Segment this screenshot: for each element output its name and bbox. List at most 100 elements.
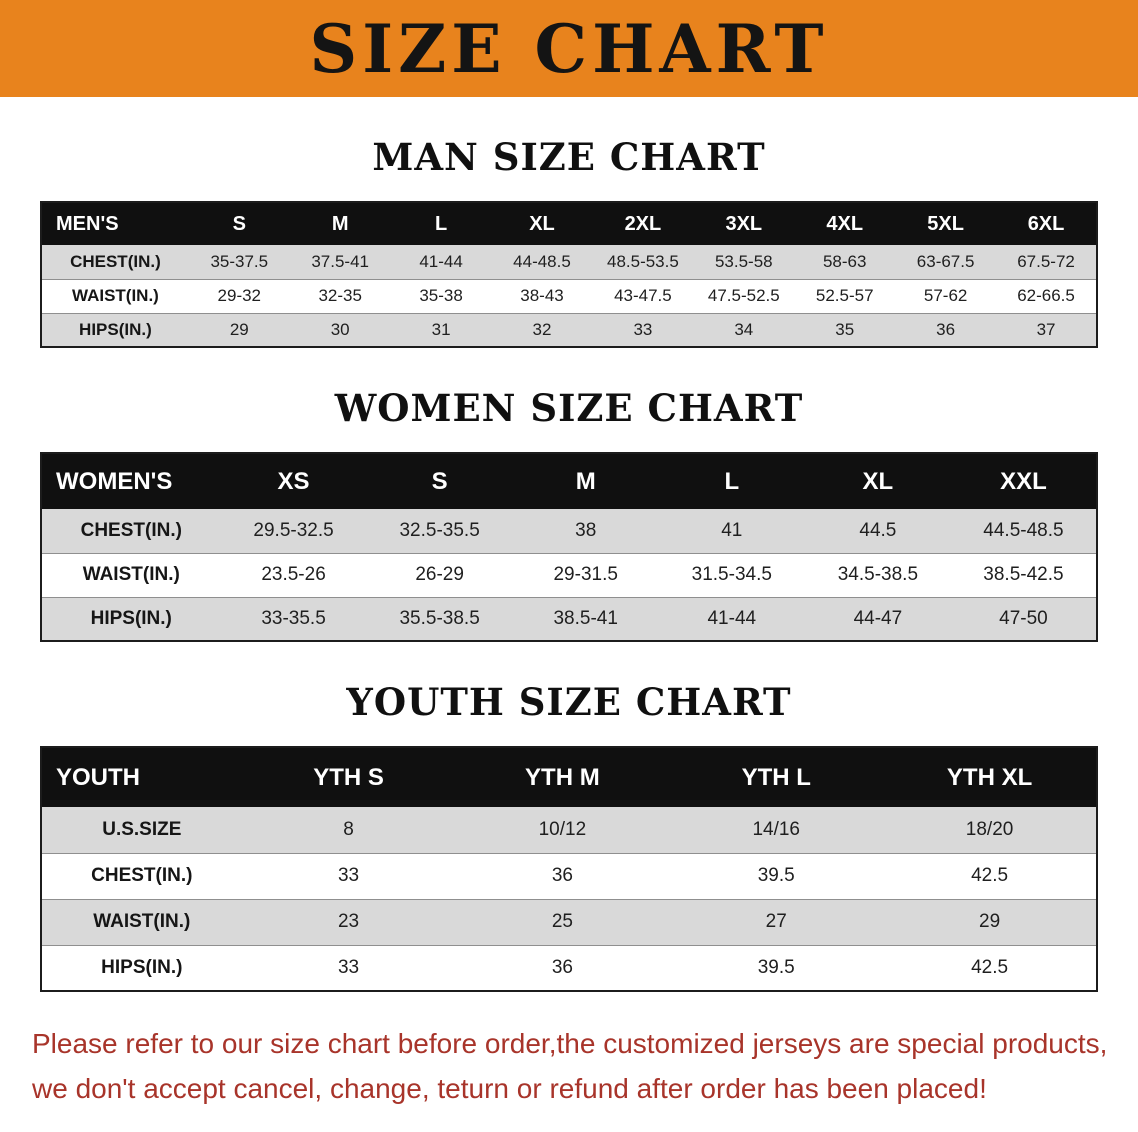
measurement-cell: 29 bbox=[979, 911, 1001, 932]
measurement-cell: 33 bbox=[337, 956, 360, 978]
table-row: WAIST(IN.) 29-32 32-35 35-38 38-43 43-47.5 47.… bbox=[41, 279, 1097, 313]
womens-table: WOMEN'S XS S M L XL XXL CHEST(IN.) 29.5-32.5 32.5… bbox=[40, 452, 1098, 642]
mens-size-header: S bbox=[188, 202, 290, 245]
mens-table: MEN'S S M L XL 2XL 3XL 4XL 5XL 6XL CHEST(IN.) 35-37… bbox=[40, 201, 1098, 348]
measurement-cell: 30 bbox=[330, 319, 350, 339]
row-label: CHEST(IN.) bbox=[80, 519, 182, 541]
table-row: HIPS(IN.) 33 36 39.5 42.5 bbox=[41, 945, 1097, 991]
row-label: WAIST(IN.) bbox=[82, 564, 180, 585]
measurement-cell: 44-47 bbox=[853, 607, 903, 629]
row-label: WAIST(IN.) bbox=[93, 911, 191, 932]
measurement-cell: 18/20 bbox=[965, 818, 1014, 840]
section-youth: YOUTH SIZE CHART YOUTH YTH S YTH M YTH L YTH … bbox=[0, 680, 1138, 992]
measurement-cell: 37.5-41 bbox=[311, 251, 370, 271]
measurement-cell: 29-32 bbox=[217, 286, 262, 305]
row-label: U.S.SIZE bbox=[102, 818, 182, 840]
mens-size-header: 4XL bbox=[794, 202, 896, 245]
measurement-cell: 29-31.5 bbox=[553, 564, 618, 585]
measurement-cell: 33 bbox=[633, 319, 653, 339]
youth-table: YOUTH YTH S YTH M YTH L YTH XL U.S.SIZE 8 10/12… bbox=[40, 746, 1098, 992]
measurement-cell: 67.5-72 bbox=[1017, 251, 1075, 271]
size-chart-banner: SIZE CHART bbox=[0, 0, 1138, 97]
measurement-cell: 35 bbox=[835, 319, 855, 339]
measurement-cell: 35-38 bbox=[419, 286, 463, 305]
womens-size-header: L bbox=[658, 453, 805, 509]
measurement-cell: 34.5-38.5 bbox=[837, 564, 919, 585]
measurement-cell: 33-35.5 bbox=[261, 607, 326, 629]
womens-size-header: XXL bbox=[950, 453, 1097, 509]
womens-size-header: XL bbox=[804, 453, 951, 509]
size-chart-sections: MAN SIZE CHART MEN'S S M L XL 2XL 3XL 4XL 5XL 6XL C… bbox=[0, 135, 1138, 992]
measurement-cell: 47.5-52.5 bbox=[707, 286, 780, 305]
measurement-cell: 41 bbox=[721, 519, 743, 541]
table-row: CHEST(IN.) 35-37.5 37.5-41 41-44 44-48.5 48.5… bbox=[41, 245, 1097, 279]
row-label: HIPS(IN.) bbox=[79, 319, 152, 339]
disclaimer-line-2: we don't accept cancel, change, teturn o… bbox=[32, 1072, 987, 1104]
youth-size-header: YTH L bbox=[669, 747, 884, 807]
measurement-cell: 39.5 bbox=[757, 956, 795, 978]
table-row: HIPS(IN.) 33-35.5 35.5-38.5 38.5-41 41-44 44-… bbox=[41, 597, 1097, 641]
measurement-cell: 27 bbox=[765, 911, 787, 932]
mens-size-header: 3XL bbox=[693, 202, 795, 245]
mens-size-header: 6XL bbox=[996, 202, 1097, 245]
table-row: CHEST(IN.) 33 36 39.5 42.5 bbox=[41, 853, 1097, 899]
mens-size-header: L bbox=[390, 202, 492, 245]
mens-heading: MAN SIZE CHART bbox=[372, 135, 766, 179]
measurement-cell: 38-43 bbox=[520, 286, 564, 305]
youth-size-header: YTH XL bbox=[883, 747, 1097, 807]
measurement-cell: 32 bbox=[532, 319, 552, 339]
youth-header-label: YOUTH bbox=[41, 747, 242, 807]
measurement-cell: 26-29 bbox=[415, 564, 464, 585]
measurement-cell: 41-44 bbox=[707, 607, 757, 629]
measurement-cell: 62-66.5 bbox=[1017, 286, 1075, 305]
measurement-cell: 10/12 bbox=[538, 818, 587, 840]
youth-heading: YOUTH SIZE CHART bbox=[346, 680, 792, 724]
mens-size-header: 5XL bbox=[895, 202, 997, 245]
measurement-cell: 32-35 bbox=[318, 286, 362, 305]
youth-size-header: YTH S bbox=[241, 747, 456, 807]
measurement-cell: 23.5-26 bbox=[261, 564, 326, 585]
measurement-cell: 44-48.5 bbox=[513, 251, 571, 271]
measurement-cell: 36 bbox=[936, 319, 956, 339]
measurement-cell: 36 bbox=[551, 956, 573, 978]
measurement-cell: 8 bbox=[343, 818, 354, 840]
measurement-cell: 41-44 bbox=[419, 251, 463, 271]
mens-header-label: MEN'S bbox=[41, 202, 189, 245]
womens-size-header: S bbox=[366, 453, 513, 509]
measurement-cell: 52.5-57 bbox=[815, 286, 874, 305]
measurement-cell: 39.5 bbox=[757, 865, 795, 886]
measurement-cell: 44.5 bbox=[859, 519, 897, 541]
table-row: U.S.SIZE 8 10/12 14/16 18/20 bbox=[41, 807, 1097, 853]
measurement-cell: 47-50 bbox=[999, 607, 1048, 629]
measurement-cell: 42.5 bbox=[971, 865, 1009, 886]
mens-size-header: M bbox=[289, 202, 391, 245]
womens-size-header: M bbox=[512, 453, 659, 509]
row-label: CHEST(IN.) bbox=[70, 251, 161, 271]
measurement-cell: 48.5-53.5 bbox=[606, 251, 679, 271]
banner-title: SIZE CHART bbox=[309, 9, 829, 88]
measurement-cell: 31 bbox=[431, 319, 451, 339]
section-womens: WOMEN SIZE CHART WOMEN'S XS S M L XL XXL CHEST(I… bbox=[0, 386, 1138, 642]
measurement-cell: 25 bbox=[551, 911, 573, 932]
measurement-cell: 14/16 bbox=[752, 818, 800, 840]
mens-size-header: 2XL bbox=[592, 202, 694, 245]
measurement-cell: 29 bbox=[229, 319, 249, 339]
measurement-cell: 34 bbox=[734, 319, 754, 339]
table-row: WAIST(IN.) 23 25 27 29 bbox=[41, 899, 1097, 945]
section-mens: MAN SIZE CHART MEN'S S M L XL 2XL 3XL 4XL 5XL 6XL C… bbox=[0, 135, 1138, 348]
row-label: WAIST(IN.) bbox=[71, 286, 159, 305]
table-row: HIPS(IN.) 29 30 31 32 33 34 35 36 37 bbox=[41, 313, 1097, 347]
measurement-cell: 57-62 bbox=[923, 286, 968, 305]
measurement-cell: 36 bbox=[551, 865, 573, 886]
disclaimer-note: Please refer to our size chart before or… bbox=[32, 1022, 1108, 1112]
womens-header-row: WOMEN'S XS S M L XL XXL bbox=[41, 453, 1097, 509]
measurement-cell: 35-37.5 bbox=[210, 251, 269, 271]
measurement-cell: 38 bbox=[575, 519, 597, 541]
youth-header-row: YOUTH YTH S YTH M YTH L YTH XL bbox=[41, 747, 1097, 807]
measurement-cell: 35.5-38.5 bbox=[399, 607, 480, 629]
measurement-cell: 38.5-41 bbox=[553, 607, 618, 629]
measurement-cell: 37 bbox=[1036, 319, 1056, 339]
mens-size-header: XL bbox=[491, 202, 593, 245]
measurement-cell: 33 bbox=[337, 865, 360, 886]
